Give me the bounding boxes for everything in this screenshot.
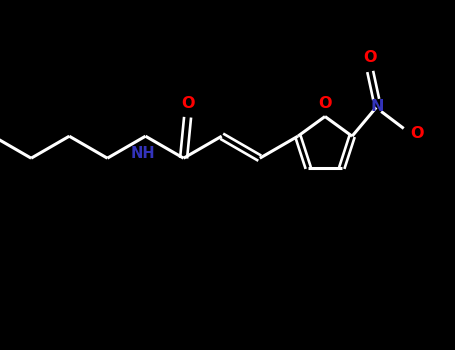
Text: O: O	[181, 96, 194, 111]
Text: N: N	[370, 99, 384, 114]
Text: NH: NH	[131, 146, 155, 161]
Text: O: O	[410, 126, 424, 141]
Text: O: O	[364, 50, 377, 65]
Text: O: O	[318, 97, 332, 112]
